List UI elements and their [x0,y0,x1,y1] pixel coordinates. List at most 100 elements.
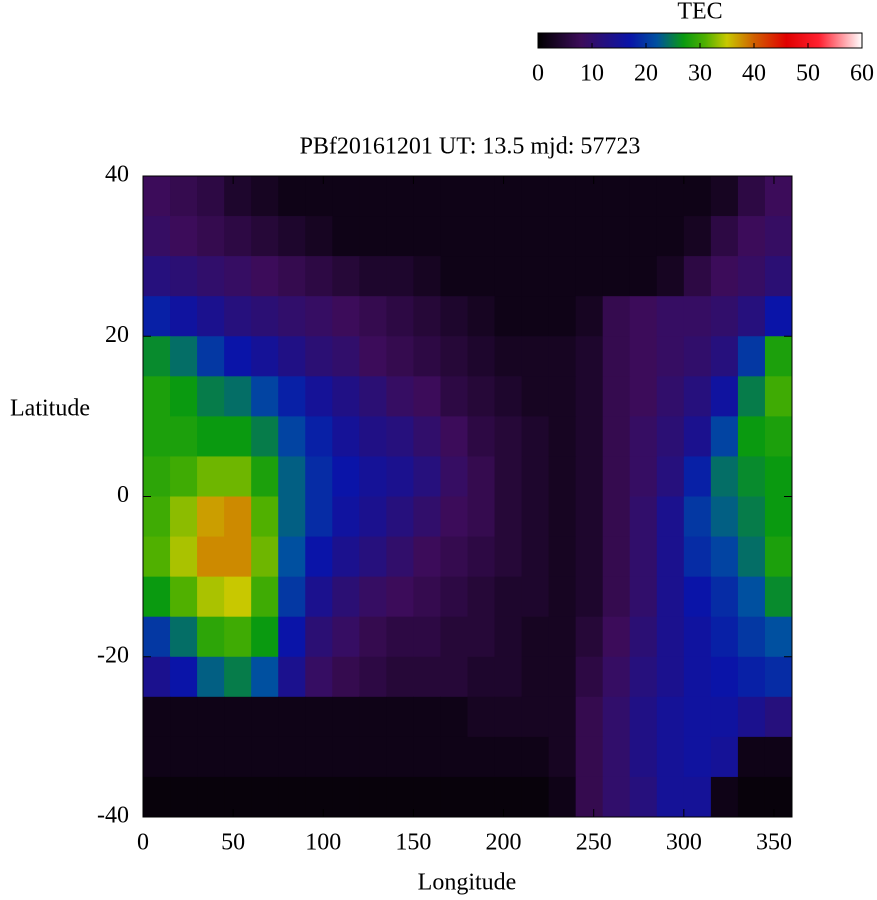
heat-cell [224,416,252,457]
heat-cell [170,336,198,377]
heat-cell [413,496,441,538]
heat-cell [305,536,333,578]
heat-cell [764,616,793,658]
heat-cell [710,336,739,377]
heat-cell [683,416,712,457]
heat-cell [197,536,225,578]
colorbar-tick-label: 40 [742,61,766,87]
heat-cell [710,176,739,217]
heat-cell [143,576,171,618]
heat-cell [143,216,171,257]
heat-cell [602,696,631,738]
heat-cell [494,776,523,818]
heat-cell [332,336,360,377]
heat-cell [359,696,387,738]
heat-cell [332,696,360,738]
heat-cell [386,776,414,818]
heat-cell [332,256,360,297]
heat-cell [629,496,658,538]
heat-cell [494,176,523,217]
heat-cell [224,536,252,578]
heat-cell [413,656,441,698]
heat-cell [305,256,333,297]
colorbar-tick-label: 0 [532,61,544,87]
heat-cell [386,616,414,658]
heat-cell [359,456,387,497]
heat-cell [494,416,523,457]
heat-cell [656,576,685,618]
heat-cell [521,456,550,497]
heat-cell [170,496,198,538]
heat-cell [197,336,225,377]
heat-cell [683,616,712,658]
heat-cell [359,376,387,417]
heat-cell [602,576,631,618]
heat-cell [764,336,793,377]
heat-cell [413,256,441,297]
heat-cell [170,736,198,778]
heat-cell [467,616,496,658]
heat-cell [359,256,387,297]
heat-cell [170,256,198,297]
heat-cell [737,696,766,738]
heat-cell [413,296,441,337]
heat-cell [683,496,712,538]
heat-cell [332,456,360,497]
heat-cell [440,296,468,337]
heat-cell [764,376,793,417]
heat-cell [440,536,468,578]
heat-cell [197,176,225,217]
heat-cell [575,496,604,538]
heat-cell [197,216,225,257]
heat-cell [683,376,712,417]
heat-cell [602,376,631,417]
heat-cell [602,216,631,257]
heat-cell [170,776,198,818]
heat-cell [656,176,685,217]
colorbar-tick-label: 10 [580,61,604,87]
heat-cell [683,456,712,497]
heat-cell [251,296,279,337]
heat-cell [278,216,306,257]
heat-cell [332,496,360,538]
heat-cell [629,656,658,698]
chart-title: PBf20161201 UT: 13.5 mjd: 57723 [300,134,641,160]
heat-cell [602,336,631,377]
heat-cell [197,576,225,618]
heat-cell [197,776,225,818]
heat-cell [710,776,739,818]
heat-cell [305,456,333,497]
heat-cell [521,576,550,618]
heat-cell [332,296,360,337]
heat-cell [278,416,306,457]
heat-cell [683,216,712,257]
heat-cell [440,176,468,217]
heat-cell [656,216,685,257]
colorbar-tick-label: 20 [634,61,658,87]
heat-cell [386,416,414,457]
heat-cell [737,176,766,217]
heat-cell [440,696,468,738]
heat-cell [440,576,468,618]
heat-cell [764,696,793,738]
heat-cell [440,616,468,658]
y-tick-label: -20 [97,642,129,668]
heat-cell [278,736,306,778]
heat-cell [575,456,604,497]
heat-cell [143,456,171,497]
heat-cell [737,776,766,818]
heat-cell [521,176,550,217]
heat-cell [521,696,550,738]
heat-cell [305,336,333,377]
heat-cell [278,776,306,818]
heat-cell [710,736,739,778]
colorbar-tick-label: 50 [796,61,820,87]
heat-cell [710,376,739,417]
heat-cell [251,176,279,217]
heat-cell [143,256,171,297]
heat-cell [737,576,766,618]
heat-cell [710,416,739,457]
heat-cell [467,256,496,297]
heat-cell [332,416,360,457]
heat-cell [737,656,766,698]
